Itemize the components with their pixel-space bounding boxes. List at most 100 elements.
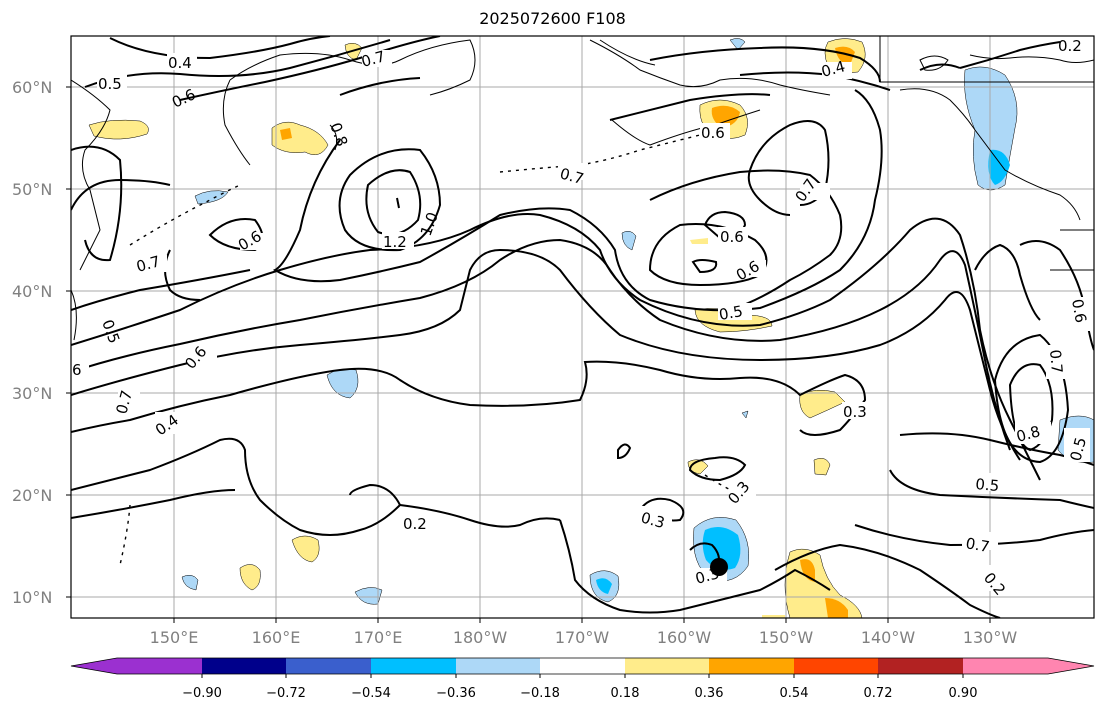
colorbar-swatch <box>709 658 794 674</box>
contour-label: 0.7 <box>962 532 998 556</box>
colorbar-swatch <box>202 658 286 674</box>
colorbar-swatch <box>794 658 878 674</box>
colorbar-swatches <box>70 657 1095 678</box>
svg-text:6: 6 <box>72 361 82 379</box>
colorbar-swatch <box>963 658 1048 674</box>
contour-label: 0.6 <box>181 343 217 373</box>
svg-text:0.5: 0.5 <box>98 317 123 346</box>
contour-label: 0.8 <box>1014 422 1051 446</box>
map-title: 2025072600 F108 <box>479 9 626 28</box>
lat-label: 60°N <box>12 78 52 97</box>
lon-label: 150°E <box>150 628 199 647</box>
colorbar-extend-high <box>1048 658 1094 674</box>
colorbar-swatch <box>540 658 625 674</box>
contour-label: 0.6 <box>169 85 198 111</box>
lon-label: 170°E <box>354 628 403 647</box>
colorbar-tick-label: −0.90 <box>182 686 222 701</box>
colorbar-tick-label: 0.18 <box>611 686 640 701</box>
colorbar-tick-label: −0.72 <box>266 686 306 701</box>
contour-label: 0.7 <box>112 385 140 416</box>
svg-text:1.2: 1.2 <box>383 233 407 251</box>
svg-text:0.5: 0.5 <box>98 75 122 93</box>
svg-text:0.7: 0.7 <box>558 164 586 188</box>
colorbar-tick-label: −0.54 <box>351 686 391 701</box>
svg-text:0.6: 0.6 <box>169 85 198 111</box>
island-chains <box>119 129 736 566</box>
colorbar-swatch <box>625 658 709 674</box>
contour-label: 0.8 <box>326 120 351 149</box>
lon-label: 140°W <box>861 628 916 647</box>
contour-label: 0.3 <box>638 506 672 532</box>
lon-label: 170°W <box>555 628 610 647</box>
svg-text:0.7: 0.7 <box>359 47 387 71</box>
svg-text:0.4: 0.4 <box>819 57 847 81</box>
contour-label: 0.3 <box>724 478 756 508</box>
svg-text:0.6: 0.6 <box>720 228 744 246</box>
lon-label: 160°E <box>252 628 301 647</box>
svg-text:0.2: 0.2 <box>1058 37 1082 55</box>
svg-text:0.7: 0.7 <box>1046 349 1066 374</box>
lon-label: 130°W <box>963 628 1018 647</box>
contour-label: 0.7 <box>558 163 588 188</box>
contour-label: 0.5 <box>98 317 123 346</box>
contour-label: 0.7 <box>359 47 392 71</box>
colorbar-tick-label: 0.72 <box>864 686 893 701</box>
shaded-anomalies <box>88 38 1094 618</box>
svg-text:0.8: 0.8 <box>1014 422 1042 446</box>
contour-label: 0.7 <box>134 252 167 276</box>
colorbar-swatch <box>456 658 540 674</box>
colorbar-tick-label: −0.36 <box>436 686 476 701</box>
svg-text:0.5: 0.5 <box>1066 435 1090 463</box>
contour-label: 0.6 <box>700 123 730 142</box>
lon-label: 160°W <box>657 628 712 647</box>
lat-label: 20°N <box>12 486 52 505</box>
svg-text:0.5: 0.5 <box>975 475 1000 495</box>
colorbar-tick-labels: −0.90 −0.72 −0.54 −0.36 −0.18 0.18 0.36 … <box>182 686 977 701</box>
contour-label: 0.4 <box>167 53 197 72</box>
lon-label: 150°W <box>759 628 814 647</box>
contour-label: 0.5 <box>97 74 127 93</box>
lon-label: 180°W <box>453 628 508 647</box>
contour-label: 1.0 <box>417 210 442 239</box>
lat-label: 40°N <box>12 282 52 301</box>
storm-center-marker <box>710 558 728 576</box>
svg-text:0.7: 0.7 <box>112 388 136 416</box>
contour-label: 0.2 <box>1058 37 1082 55</box>
longitude-labels: 150°E 160°E 170°E 180°W 170°W 160°W 150°… <box>150 628 1018 647</box>
contour-label: 0.6 <box>718 227 748 246</box>
contour-label: 0.2 <box>400 513 436 533</box>
axis-ticks <box>66 86 991 623</box>
colorbar-swatch <box>286 658 371 674</box>
svg-text:0.3: 0.3 <box>843 403 867 421</box>
colorbar: −0.90 −0.72 −0.54 −0.36 −0.18 0.18 0.36 … <box>70 657 1095 701</box>
latitude-labels: 60°N 50°N 40°N 30°N 20°N 10°N <box>12 78 52 607</box>
colorbar-swatch <box>878 658 963 674</box>
colorbar-extend-low <box>71 658 117 674</box>
contour-label: 0.3 <box>842 402 874 421</box>
svg-text:0.4: 0.4 <box>168 54 192 72</box>
contour-label: 0.5 <box>972 473 1008 495</box>
lat-label: 10°N <box>12 588 52 607</box>
svg-text:0.7: 0.7 <box>964 534 991 556</box>
contour-label: 0.6 <box>1068 297 1092 331</box>
svg-text:0.2: 0.2 <box>403 515 427 533</box>
colorbar-tick-label: 0.36 <box>695 686 724 701</box>
contour-label: 0.7 <box>1046 345 1070 379</box>
contour-label: 0.5 <box>718 302 752 324</box>
contour-label: 0.7 <box>792 175 830 205</box>
svg-text:0.7: 0.7 <box>134 252 162 276</box>
contour-label: 0.5 <box>1064 428 1090 463</box>
contour-label: 0.6 <box>733 257 766 284</box>
contour-label: 1.2 <box>382 232 414 251</box>
svg-text:0.6: 0.6 <box>235 227 265 255</box>
colorbar-outline <box>70 657 1095 675</box>
coastlines <box>71 36 1094 341</box>
colorbar-swatch <box>117 658 202 674</box>
contour-label: 0.2 <box>980 565 1009 599</box>
contour-label: 0.4 <box>819 57 852 81</box>
contour-label: 6 <box>71 360 89 379</box>
svg-text:0.8: 0.8 <box>326 120 351 149</box>
svg-text:0.6: 0.6 <box>1068 298 1090 325</box>
svg-text:1.0: 1.0 <box>417 210 442 239</box>
